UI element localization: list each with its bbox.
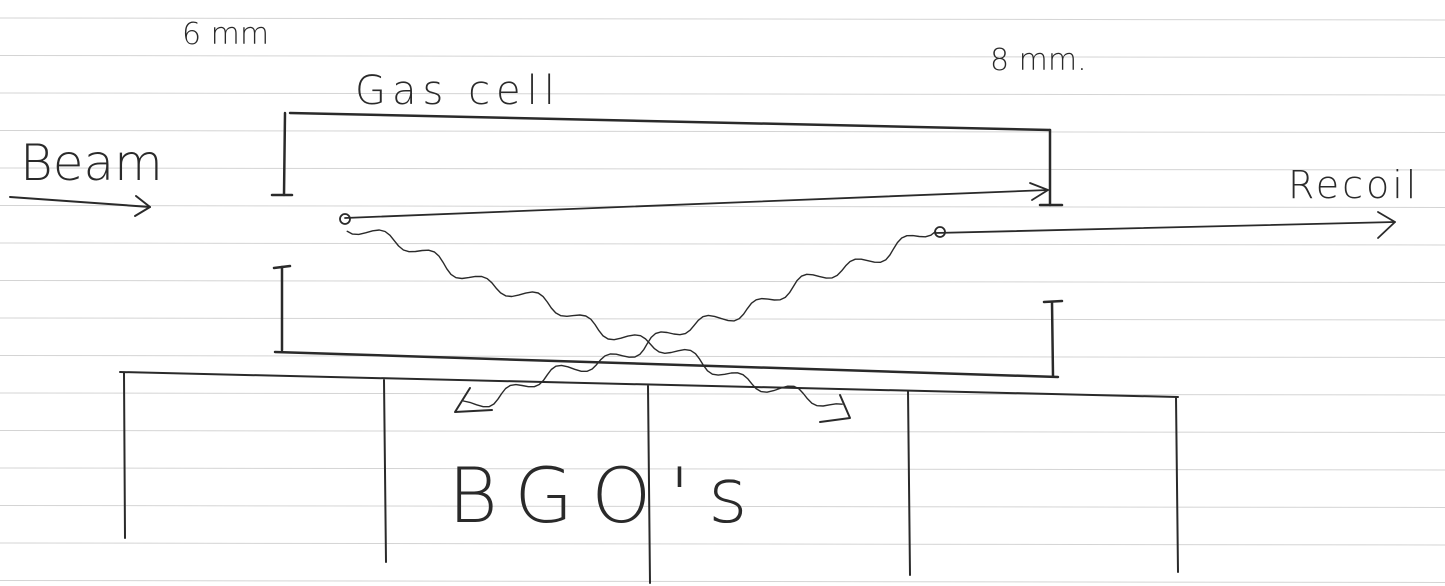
sketch: 6 mm Gas cell 8 mm. Beam Recoil BGO's	[0, 0, 1445, 586]
ruled-line	[0, 131, 1445, 133]
ruled-line	[0, 581, 1445, 583]
ruled-line	[0, 243, 1445, 245]
page: {"labels": {"left_width": "6 mm", "right…	[0, 0, 1445, 586]
ruled-line	[0, 393, 1445, 395]
tracks	[340, 183, 1395, 238]
ruled-line	[0, 281, 1445, 283]
ruled-line	[0, 356, 1445, 358]
ruled-line	[0, 206, 1445, 208]
recoil-label: Recoil	[1288, 163, 1419, 207]
ruled-line	[0, 431, 1445, 433]
detector-array	[120, 372, 1178, 583]
right-width-label: 8 mm.	[990, 43, 1087, 78]
ruled-line	[0, 56, 1445, 58]
ruled-line	[0, 93, 1445, 95]
gas-cell-label: Gas cell	[355, 68, 561, 114]
detectors-label: BGO's	[448, 451, 766, 540]
ruled-line	[0, 543, 1445, 545]
gas-cell	[272, 113, 1062, 377]
ruled-line	[0, 168, 1445, 170]
beam-label: Beam	[20, 134, 163, 192]
left-width-label: 6 mm	[182, 17, 269, 52]
gamma-arrowheads	[455, 388, 850, 422]
